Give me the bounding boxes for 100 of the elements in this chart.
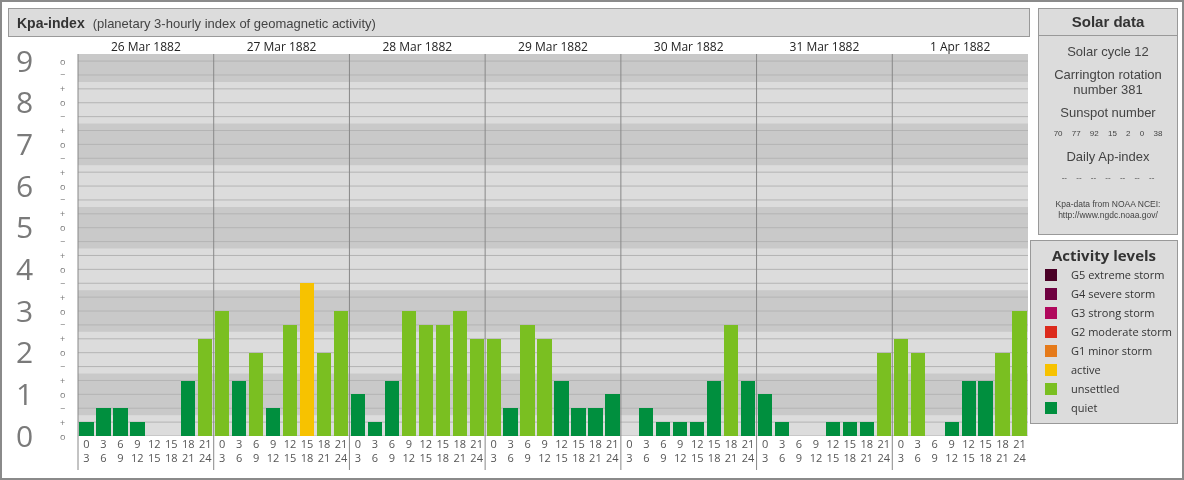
bar	[249, 352, 264, 436]
text: -- -- -- -- -- -- --	[1060, 172, 1156, 184]
bar	[316, 352, 332, 436]
bar	[401, 311, 416, 436]
x-tick-label: 3 6	[100, 436, 107, 466]
bar	[639, 408, 654, 436]
bar	[130, 422, 145, 436]
bar	[1012, 311, 1027, 436]
text: −	[60, 68, 66, 81]
bar	[554, 380, 569, 436]
x-tick-label: 3 6	[914, 436, 921, 466]
x-tick-label: 21 24	[334, 436, 348, 466]
x-tick-label: 0 3	[761, 436, 769, 466]
x-tick-label: 6 9	[795, 436, 803, 466]
bar	[656, 422, 671, 436]
x-tick-label: 0 3	[490, 436, 497, 466]
bar	[181, 380, 196, 436]
bar	[690, 422, 705, 436]
x-tick-label: 0 3	[354, 436, 362, 466]
text: +	[60, 416, 66, 429]
text: o	[60, 221, 66, 234]
x-tick-label: 21 24	[470, 436, 484, 466]
x-tick-label: 3 6	[236, 436, 243, 466]
x2-tick-label: 30 Mar 1882	[653, 37, 724, 55]
x-tick-label: 15 18	[300, 436, 314, 466]
legend-label: active	[1071, 362, 1101, 378]
x-tick-label: 6 9	[931, 436, 938, 466]
bar	[333, 311, 349, 436]
chart-subtitle: (planetary 3-hourly index of geomagnetic activity)	[92, 16, 376, 31]
bar	[876, 352, 891, 436]
bar	[113, 408, 128, 436]
text: o	[60, 263, 66, 276]
legend-label: G1 minor storm	[1071, 343, 1153, 359]
text: 70 77 92 15 2 0 38	[1052, 128, 1164, 140]
bar	[910, 352, 925, 436]
bar	[503, 408, 518, 436]
bar	[774, 422, 790, 436]
text: +	[60, 374, 66, 387]
text: o	[60, 138, 66, 151]
bar	[282, 324, 298, 436]
x-tick-label: 9 12	[538, 436, 551, 466]
bar	[79, 422, 94, 436]
x-tick-label: 15 18	[707, 436, 721, 466]
text: −	[60, 318, 66, 331]
bar	[707, 380, 722, 436]
x-tick-label: 9 12	[809, 436, 823, 466]
y-tick-label: 1	[16, 373, 34, 414]
y-tick-label: 2	[16, 331, 34, 372]
legend-label: G2 moderate storm	[1071, 324, 1172, 340]
bar	[435, 324, 450, 436]
x-tick-label: 0 3	[897, 436, 904, 466]
bar	[232, 380, 247, 436]
x-tick-label: 15 18	[572, 436, 585, 466]
bar	[198, 338, 213, 436]
bar	[842, 422, 857, 436]
text: +	[60, 166, 66, 179]
x-tick-label: 18 21	[860, 436, 874, 466]
x-tick-label: 18 21	[181, 436, 195, 466]
x-tick-label: 18 21	[453, 436, 466, 466]
bar	[384, 380, 399, 436]
x-tick-label: 9 12	[266, 436, 280, 466]
text: −	[60, 193, 66, 206]
bar	[859, 422, 874, 436]
x-tick-label: 6 9	[388, 436, 395, 466]
bar	[350, 394, 366, 436]
bar	[265, 408, 281, 436]
bar	[299, 283, 315, 436]
text: Kpa-data from NOAA NCEI: http://www.ngdc.noaa.gov/	[1054, 199, 1162, 221]
y-tick-label: 4	[16, 248, 34, 289]
x2-tick-label: 28 Mar 1882	[382, 37, 453, 55]
legend-label: unsettled	[1071, 381, 1120, 397]
bar	[537, 338, 552, 436]
bar	[469, 338, 484, 436]
text: +	[60, 291, 66, 304]
x-tick-label: 21 24	[606, 436, 620, 466]
x-tick-label: 0 3	[219, 436, 226, 466]
text: −	[60, 235, 66, 248]
bar	[367, 422, 382, 436]
x-tick-label: 21 24	[877, 436, 891, 466]
text: Solar data	[1039, 9, 1177, 36]
y-tick-label: 7	[16, 123, 34, 164]
x-tick-label: 18 21	[589, 436, 602, 466]
x-tick-label: 3 6	[371, 436, 379, 466]
x-tick-label: 6 9	[660, 436, 667, 466]
text: o	[60, 388, 66, 401]
x-tick-label: 15 18	[843, 436, 857, 466]
text: Sunspot number	[1059, 105, 1157, 120]
bar	[893, 338, 908, 436]
x2-tick-label: 31 Mar 1882	[789, 37, 860, 55]
text: o	[60, 180, 66, 193]
x-tick-label: 9 12	[673, 436, 687, 466]
text: o	[60, 346, 66, 359]
bar	[418, 324, 433, 436]
bar	[520, 324, 535, 436]
bar	[944, 422, 959, 436]
x-tick-label: 21 24	[1013, 436, 1027, 466]
text: −	[60, 277, 66, 290]
text: −	[60, 152, 66, 165]
chart-title: Kpa-index	[17, 15, 85, 31]
bar	[588, 408, 603, 436]
